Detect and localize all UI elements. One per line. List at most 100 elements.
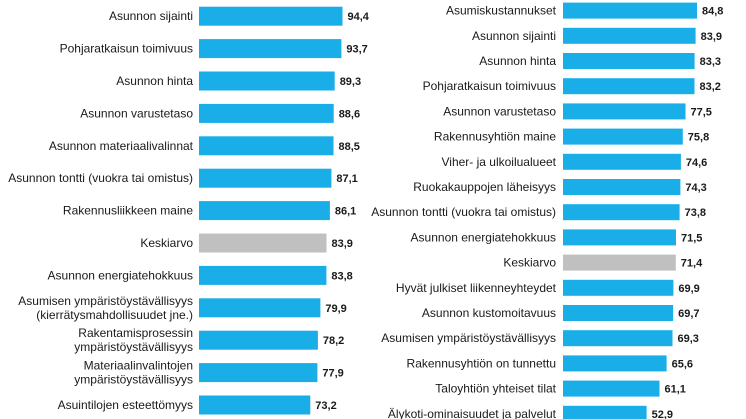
data-label: 74,6 — [686, 157, 707, 169]
category-label-line: Asunnon sijainti — [472, 29, 556, 43]
chart-2: 84,8 Asumiskustannukset 83,9 Asunnon sijain… — [371, 2, 723, 419]
bar — [199, 363, 318, 383]
category-label: Materiaalinvalintojen ympäristöystävällis… — [74, 359, 193, 387]
data-label: 69,7 — [678, 308, 699, 320]
category-label-line: Asumiskustannukset — [446, 4, 557, 18]
data-label: 88,5 — [339, 141, 360, 153]
category-label: Asumisen ympäristöystävällisyys — [381, 331, 556, 345]
category-label-line: Älykoti-ominaisuudet ja palvelut — [388, 407, 557, 419]
data-label: 84,8 — [702, 6, 723, 18]
category-label: Asunnon sijainti — [109, 9, 193, 23]
category-label: Asunnon energiatehokkuus — [48, 268, 193, 282]
bar — [199, 298, 321, 318]
category-label: Asunnon hinta — [479, 54, 556, 68]
bar — [199, 265, 327, 285]
category-label: Asumisen ympäristöystävällisyys (kierräty… — [18, 294, 193, 322]
bar — [563, 355, 667, 372]
category-label-line: Asunnon hinta — [479, 54, 556, 68]
data-label: 73,2 — [315, 400, 336, 412]
data-label: 69,9 — [678, 283, 699, 295]
data-label: 83,3 — [700, 56, 721, 68]
category-label-line: Asunnon varustetaso — [80, 106, 193, 120]
category-label-line: ympäristöystävällisyys — [74, 373, 193, 387]
average-bar — [199, 233, 327, 253]
category-label-line: Hyvät julkiset liikenneyhteydet — [396, 281, 557, 295]
data-label: 94,4 — [348, 11, 370, 23]
category-label: Rakennusyhtiön maine — [434, 130, 556, 144]
data-label: 69,3 — [678, 333, 699, 345]
category-label: Asuintilojen esteettömyys — [58, 398, 193, 412]
chart-1: 94,4 Asunnon sijainti 93,7 Pohjaratkaisun t… — [8, 6, 370, 415]
category-label-line: Pohjaratkaisun toimivuus — [60, 42, 193, 56]
category-label-line: Rakennusyhtiön maine — [434, 130, 556, 144]
bar — [563, 27, 696, 44]
category-label: Taloyhtiön yhteiset tilat — [435, 382, 556, 396]
category-label: Pohjaratkaisun toimivuus — [60, 42, 193, 56]
category-label-line: (kierrätysmahdollisuudet jne.) — [36, 308, 193, 322]
category-label-line: Asunnon tontti (vuokra tai omistus) — [371, 205, 556, 219]
category-label-line: Asunnon energiatehokkuus — [48, 268, 193, 282]
category-label: Rakentamisprosessin ympäristöystävällisyy… — [74, 326, 193, 354]
data-label: 78,2 — [323, 335, 344, 347]
data-label: 74,3 — [685, 182, 706, 194]
category-label: Asunnon hinta — [116, 74, 193, 88]
data-label: 71,4 — [681, 258, 703, 270]
category-label: Pohjaratkaisun toimivuus — [423, 79, 556, 93]
bar — [199, 168, 332, 188]
data-label: 75,8 — [688, 132, 709, 144]
bar — [199, 330, 318, 350]
category-label: Asunnon kustomoitavuus — [422, 306, 556, 320]
bar — [563, 229, 676, 246]
bar — [563, 380, 660, 397]
category-label-line: Asunnon kustomoitavuus — [422, 306, 556, 320]
data-label: 61,1 — [665, 384, 686, 396]
category-label: Asunnon tontti (vuokra tai omistus) — [8, 171, 193, 185]
category-label-line: Asunnon sijainti — [109, 9, 193, 23]
data-label: 83,2 — [700, 81, 721, 93]
bar — [199, 395, 311, 415]
bar — [199, 6, 343, 26]
data-label: 93,7 — [346, 44, 367, 56]
category-label-line: Asunnon materiaalivalinnat — [49, 139, 194, 153]
category-label-line: Pohjaratkaisun toimivuus — [423, 79, 556, 93]
category-label: Keskiarvo — [140, 236, 193, 250]
bar — [563, 2, 697, 19]
category-label: Asunnon energiatehokkuus — [411, 230, 556, 244]
category-label: Rakennusliikkeen maine — [63, 204, 193, 218]
category-label-line: Asunnon varustetaso — [443, 104, 556, 118]
category-label-line: Asunnon energiatehokkuus — [411, 230, 556, 244]
bar — [563, 128, 683, 145]
category-label-line: Taloyhtiön yhteiset tilat — [435, 382, 556, 396]
category-label: Asunnon materiaalivalinnat — [49, 139, 194, 153]
category-label-line: Asumisen ympäristöystävällisyys — [381, 331, 556, 345]
bar — [563, 405, 647, 419]
category-label-line: Keskiarvo — [503, 256, 556, 270]
data-label: 79,9 — [325, 303, 346, 315]
category-label-line: Asuintilojen esteettömyys — [58, 398, 193, 412]
data-label: 73,8 — [685, 207, 706, 219]
category-label-line: ympäristöystävällisyys — [74, 340, 193, 354]
category-label-line: Rakennusliikkeen maine — [63, 204, 193, 218]
bar — [199, 136, 334, 156]
data-label: 83,9 — [332, 238, 353, 250]
data-label: 83,9 — [701, 31, 722, 43]
category-label-line: Asumisen ympäristöystävällisyys — [18, 294, 193, 308]
data-label: 52,9 — [652, 409, 673, 419]
category-label: Ruokakauppojen läheisyys — [413, 180, 556, 194]
bar — [199, 71, 335, 91]
bar — [563, 103, 686, 120]
category-label: Asunnon varustetaso — [443, 104, 556, 118]
data-label: 77,5 — [691, 106, 712, 118]
category-label: Älykoti-ominaisuudet ja palvelut — [388, 407, 557, 419]
data-label: 83,8 — [331, 270, 352, 282]
data-label: 77,9 — [322, 368, 343, 380]
bar — [563, 330, 673, 347]
bar — [563, 179, 681, 195]
category-label-line: Ruokakauppojen läheisyys — [413, 180, 556, 194]
category-label-line: Rakentamisprosessin — [78, 326, 193, 340]
category-label-line: Asunnon tontti (vuokra tai omistus) — [8, 171, 193, 185]
data-label: 65,6 — [672, 358, 693, 370]
category-label-line: Materiaalinvalintojen — [84, 359, 193, 373]
category-label: Asumiskustannukset — [446, 4, 557, 18]
